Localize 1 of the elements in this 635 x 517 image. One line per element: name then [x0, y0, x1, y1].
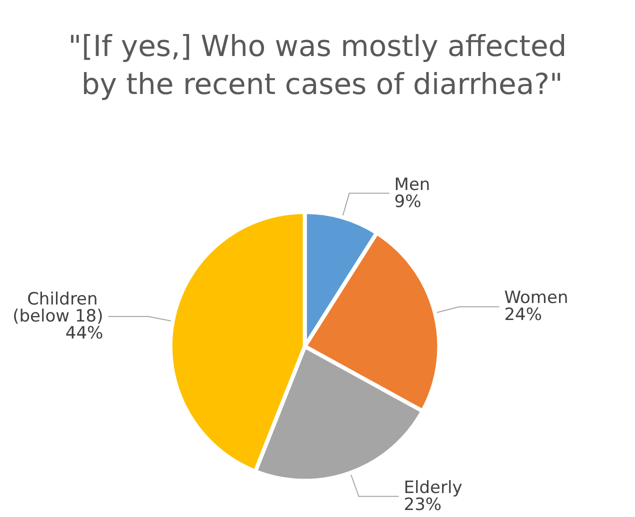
chart-title: "[If yes,] Who was mostly affected by the recent cases of diarrhea?"	[68, 29, 567, 101]
